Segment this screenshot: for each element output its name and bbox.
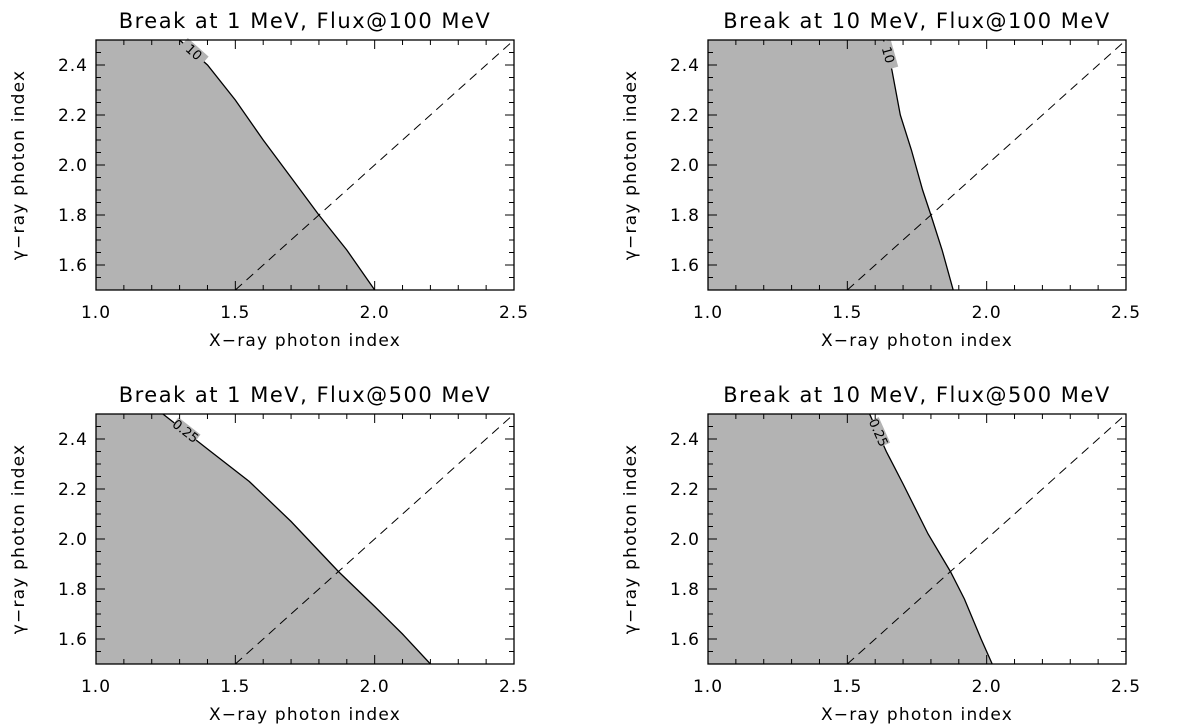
contour-label-bg [178,37,209,68]
y-tick-label: 2.0 [58,156,88,176]
contour-line [162,414,431,664]
x-axis-label: X−ray photon index [209,705,401,725]
x-tick-label: 1.5 [220,677,250,697]
y-axis-label: γ−ray photon index [621,70,641,261]
y-tick-label: 1.8 [670,580,700,600]
contour-label-bg [169,417,201,446]
x-tick-label: 2.5 [1111,677,1141,697]
shaded-region [96,40,375,290]
y-axis-label: γ−ray photon index [621,444,641,635]
y-tick-label: 1.8 [58,580,88,600]
y-tick-label: 2.2 [58,106,88,126]
chart-title: Break at 1 MeV, Flux@500 MeV [119,383,492,407]
y-tick-label: 1.6 [670,256,700,276]
x-tick-label: 1.0 [693,303,723,323]
x-tick-label: 2.0 [972,677,1002,697]
y-tick-label: 2.4 [58,56,88,76]
contour-line [869,414,993,664]
x-axis-label: X−ray photon index [209,331,401,351]
y-tick-label: 2.2 [670,106,700,126]
chart-panel-2: 10 1.0 1.5 2.0 2.5 1.6 1.8 2.0 2.2 2.4 Break at 10… [621,9,1141,351]
diagonal-dashed-line [234,40,514,290]
shaded-region [708,414,993,664]
shaded-region [96,414,431,664]
x-tick-label: 1.5 [220,303,250,323]
y-tick-label: 2.0 [670,530,700,550]
contour-line [882,40,954,290]
y-tick-label: 2.2 [58,480,88,500]
y-tick-label: 1.6 [670,630,700,650]
chart-title: Break at 10 MeV, Flux@100 MeV [723,9,1110,33]
x-axis-label: X−ray photon index [821,705,1013,725]
x-tick-label: 2.5 [1111,303,1141,323]
y-tick-label: 2.4 [58,430,88,450]
diagonal-dashed-line [846,414,1126,664]
chart-title: Break at 1 MeV, Flux@100 MeV [119,9,492,33]
x-axis-label: X−ray photon index [821,331,1013,351]
contour-line [179,40,376,290]
y-tick-label: 1.6 [58,256,88,276]
y-tick-label: 1.8 [670,206,700,226]
y-tick-label: 2.2 [670,480,700,500]
x-tick-label: 1.0 [693,677,723,697]
y-tick-label: 1.8 [58,206,88,226]
x-tick-label: 1.0 [81,677,111,697]
contour-label: 10 [878,45,897,65]
y-axis-label: γ−ray photon index [9,70,29,261]
y-tick-label: 2.0 [670,156,700,176]
y-tick-label: 2.4 [670,56,700,76]
x-tick-label: 2.5 [499,303,529,323]
contour-label-bg [877,39,899,71]
x-tick-label: 2.0 [360,677,390,697]
y-axis-label: γ−ray photon index [9,444,29,635]
x-tick-label: 2.5 [499,677,529,697]
x-tick-label: 2.0 [972,303,1002,323]
y-tick-label: 2.4 [670,430,700,450]
y-tick-label: 2.0 [58,530,88,550]
diagonal-dashed-line [234,414,514,664]
y-tick-label: 1.6 [58,630,88,650]
x-tick-label: 1.0 [81,303,111,323]
diagonal-dashed-line [846,40,1126,290]
chart-title: Break at 10 MeV, Flux@500 MeV [723,383,1110,407]
x-tick-label: 1.5 [832,303,862,323]
contour-label-bg [865,417,891,449]
x-tick-label: 2.0 [360,303,390,323]
x-tick-label: 1.5 [832,677,862,697]
shaded-region [708,40,954,290]
